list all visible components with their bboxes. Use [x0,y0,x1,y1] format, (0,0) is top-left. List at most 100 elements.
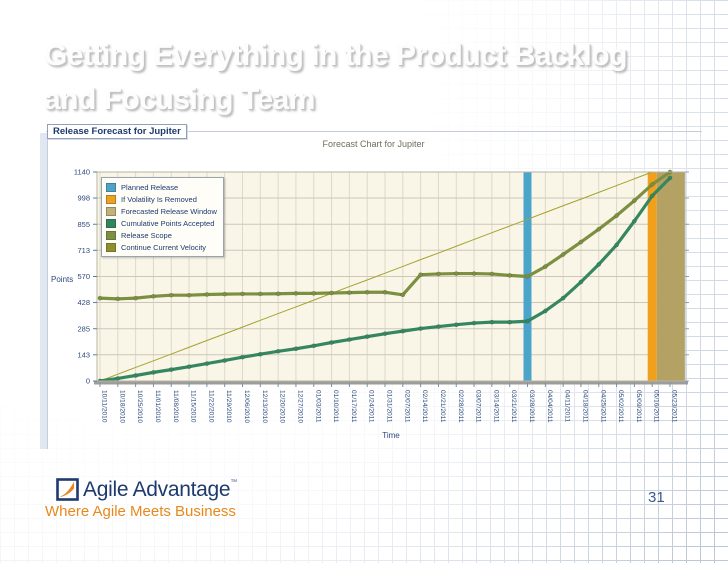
series-point [186,292,192,298]
legend-swatch [106,230,116,240]
legend-swatch [106,218,116,228]
legend-item: Planned Release [106,181,217,193]
series-point [275,348,281,354]
series-line [99,171,653,382]
y-tick-label: 285 [77,324,90,333]
series-point [311,291,317,296]
series-point [133,295,138,301]
x-tick-label: 01/03/2011 [314,390,321,423]
legend-swatch [106,182,116,192]
legend-label: Planned Release [121,182,179,192]
series-point [364,289,370,295]
series-point [168,292,174,298]
series-point [614,242,619,248]
x-tick-label: 04/04/2011 [546,390,553,423]
forecast-window-band [656,172,685,381]
series-point [436,324,441,329]
legend-item: Continue Current Velocity [106,241,217,253]
series-point [115,296,121,302]
x-tick-label: 02/07/2011 [403,390,410,423]
series-point [632,198,637,203]
series-point [97,295,103,301]
legend-label: Continue Current Velocity [121,242,207,252]
x-tick-label: 01/10/2011 [332,390,339,423]
series-point [649,182,655,187]
agile-advantage-logo-icon [56,478,79,501]
series-point [578,239,584,245]
x-axis-title: Time [382,431,400,440]
legend-item: Forecasted Release Window [106,205,217,217]
legend-label: If Volatility Is Removed [121,194,197,204]
series-point [614,213,619,218]
series-point [507,319,513,325]
legend-item: Release Scope [106,229,217,241]
series-point [329,340,334,345]
x-tick-label: 01/31/2011 [386,390,393,423]
y-tick-label: 998 [77,194,90,203]
x-tick-label: 12/27/2010 [296,390,303,423]
brand-name: Agile Advantage [83,478,231,501]
series-point [347,290,352,295]
y-tick-label: 143 [77,350,90,359]
series-point [418,326,423,331]
x-tick-label: 04/11/2011 [564,390,571,422]
chart-legend: Planned Release If Volatility Is Removed F… [101,177,224,257]
x-tick-label: 03/07/2011 [475,390,482,423]
series-point [382,331,388,337]
series-point [329,290,334,296]
series-point [667,175,673,181]
series-point [151,370,156,375]
series-point [240,291,245,297]
series-point [453,271,459,276]
series-point [364,334,370,339]
legend-label: Cumulative Points Accepted [121,218,215,228]
y-tick-label: 0 [86,377,90,386]
legend-item: If Volatility Is Removed [106,193,217,205]
x-tick-label: 04/25/2011 [599,390,606,423]
series-point [596,226,602,232]
y-tick-label: 428 [77,298,90,307]
series-point [347,337,352,342]
legend-swatch [106,242,116,252]
series-point [400,292,406,298]
series-point [632,218,637,224]
event-bar [647,172,657,381]
series-point [204,361,210,366]
y-tick-label: 570 [77,272,90,281]
x-tick-label: 11/29/2010 [225,390,232,423]
x-tick-label: 01/24/2011 [368,390,375,423]
x-tick-label: 03/28/2011 [528,390,535,423]
series-point [293,346,299,352]
series-point [578,279,584,285]
series-point [311,343,317,349]
series-point [489,319,495,325]
footer-logo: Agile Advantage™ [56,478,237,501]
legend-item: Cumulative Points Accepted [106,217,217,229]
series-point [489,271,495,277]
series-point [560,252,566,257]
x-tick-label: 12/13/2010 [261,390,268,423]
slide-title-line1: Getting Everything in the Product Backlo… [44,39,627,72]
series-point [257,291,263,297]
x-tick-label: 01/17/2011 [350,390,357,423]
x-tick-label: 11/01/2010 [154,390,161,423]
series-point [186,364,192,370]
y-axis-title: Points [51,275,74,284]
series-point [418,272,423,278]
x-tick-label: 10/18/2010 [118,390,125,423]
slide-title: Getting Everything in the Product Backlo… [44,34,704,122]
x-tick-label: 10/25/2010 [136,390,143,423]
x-tick-label: 05/02/2011 [617,390,624,423]
x-tick-label: 04/18/2011 [581,390,588,423]
legend-swatch [106,206,116,216]
legend-label: Forecasted Release Window [121,206,217,216]
x-tick-label: 02/14/2011 [421,390,428,423]
x-tick-label: 05/23/2011 [671,390,678,423]
series-point [222,358,228,363]
x-tick-label: 03/14/2011 [492,390,499,423]
x-tick-label: 12/20/2010 [279,390,286,423]
series-point [151,293,156,299]
series-point [115,376,121,381]
x-tick-label: 05/16/2011 [653,390,660,423]
